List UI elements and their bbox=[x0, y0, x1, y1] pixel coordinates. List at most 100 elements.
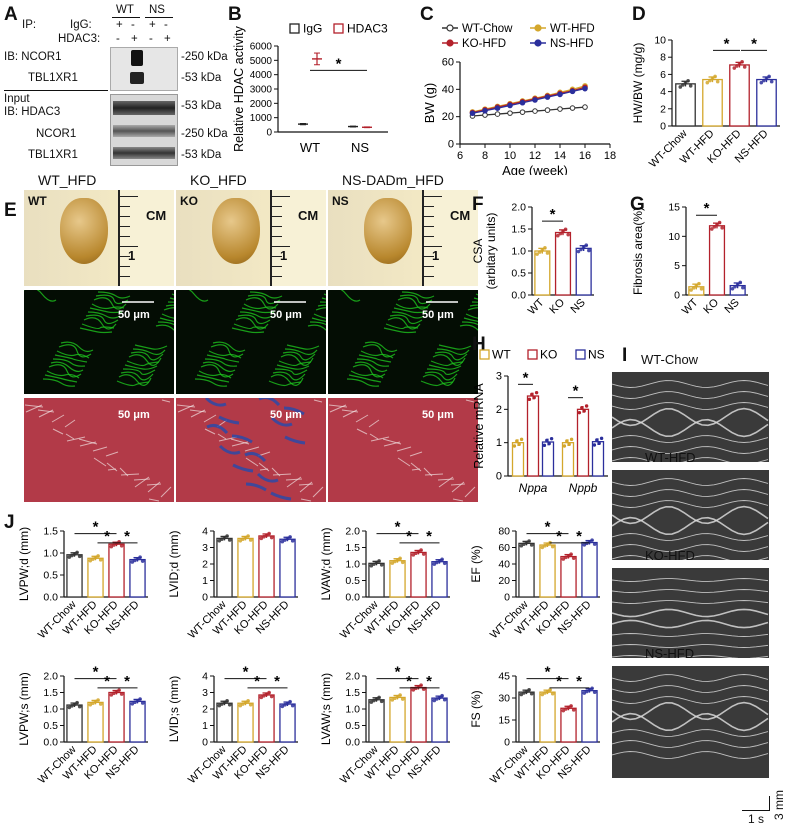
data-point bbox=[565, 439, 569, 443]
data-point bbox=[569, 437, 574, 442]
bar bbox=[258, 694, 275, 743]
blot-input-membrane bbox=[110, 94, 178, 166]
sig-star: * bbox=[406, 528, 412, 545]
y-axis-label: Relative HDAC activity bbox=[232, 25, 246, 151]
y-tick-label: 10 bbox=[668, 231, 680, 243]
y-axis-label: HW/BW (mg/g) bbox=[631, 43, 645, 124]
data-point bbox=[70, 553, 74, 558]
data-point bbox=[515, 439, 519, 443]
y-tick-label: 0.0 bbox=[345, 592, 360, 604]
wga-stain-image: 50 μm bbox=[176, 290, 326, 394]
blot-kda: -53 kDa bbox=[181, 100, 222, 112]
data-point bbox=[88, 702, 93, 707]
series-line bbox=[472, 85, 586, 113]
data-point bbox=[262, 693, 266, 698]
data-point bbox=[67, 705, 72, 710]
data-point bbox=[264, 692, 269, 696]
chart-hdac-activity: 0 1000 2000 3000 4000 5000 6000 Relative HDAC a… bbox=[232, 22, 388, 156]
y-tick-label: 0 bbox=[674, 290, 680, 302]
legend-marker bbox=[534, 24, 542, 32]
bar bbox=[129, 700, 146, 743]
y-tick-label: 3 bbox=[202, 542, 208, 554]
sig-star: * bbox=[395, 664, 401, 681]
bar bbox=[410, 551, 427, 598]
data-point bbox=[400, 697, 405, 701]
data-point bbox=[398, 556, 402, 561]
data-point bbox=[529, 543, 534, 547]
data-point bbox=[374, 697, 379, 701]
y-tick-label: 80 bbox=[498, 526, 510, 538]
data-point bbox=[369, 700, 374, 704]
data-point bbox=[581, 245, 586, 250]
legend-label-igg: IgG bbox=[303, 22, 322, 36]
data-point bbox=[542, 443, 547, 448]
data-point bbox=[527, 687, 531, 692]
y-tick-label: 30 bbox=[498, 693, 510, 705]
sig-star: * bbox=[104, 528, 110, 545]
data-point bbox=[432, 562, 437, 566]
sig-star: * bbox=[124, 528, 130, 545]
bar bbox=[431, 561, 448, 598]
data-point bbox=[400, 560, 405, 565]
legend-label: WT-HFD bbox=[550, 23, 595, 35]
data-point bbox=[678, 85, 683, 89]
y-tick-label: 0 bbox=[266, 128, 272, 139]
data-point bbox=[580, 405, 584, 410]
legend-label: WT-Chow bbox=[462, 23, 513, 35]
data-point bbox=[715, 222, 719, 227]
y-tick-label: 2.0 bbox=[345, 671, 360, 683]
svg-text:50 μm: 50 μm bbox=[118, 309, 150, 321]
data-point bbox=[75, 550, 79, 555]
data-point bbox=[91, 557, 95, 561]
data-point bbox=[599, 436, 604, 441]
bar bbox=[258, 535, 275, 598]
data-point bbox=[437, 695, 442, 700]
data-point bbox=[262, 534, 266, 539]
y-tick-label: 4 bbox=[660, 86, 666, 98]
data-point bbox=[112, 543, 116, 547]
y-axis-label: LVAW;s (mm) bbox=[319, 673, 333, 745]
y-tick-label: 1 bbox=[202, 575, 208, 587]
data-point bbox=[435, 560, 439, 565]
data-point bbox=[532, 395, 536, 400]
legend-label: KO bbox=[540, 348, 557, 362]
sig-star: * bbox=[576, 528, 582, 545]
bar bbox=[576, 408, 590, 477]
bar bbox=[518, 691, 535, 743]
data-point bbox=[547, 441, 551, 446]
sig-star: * bbox=[576, 673, 582, 690]
y-tick-label: 2 bbox=[202, 559, 208, 571]
data-point bbox=[72, 702, 77, 707]
data-point bbox=[730, 286, 735, 291]
data-point bbox=[220, 702, 224, 706]
data-point bbox=[519, 109, 526, 115]
data-point bbox=[469, 110, 476, 117]
bar bbox=[66, 704, 83, 743]
data-point bbox=[741, 285, 745, 290]
data-point bbox=[519, 543, 524, 548]
y-tick-label: 60 bbox=[442, 57, 454, 69]
data-point bbox=[138, 697, 142, 701]
gross-heart-image: CM 1 NS bbox=[328, 190, 478, 286]
data-point bbox=[238, 539, 243, 543]
data-point bbox=[77, 554, 82, 559]
bar bbox=[216, 537, 233, 598]
sig-star: * bbox=[243, 664, 249, 681]
y-tick-label: 15 bbox=[498, 715, 510, 727]
y-axis-label: FS (%) bbox=[469, 690, 483, 727]
chart-csa: 0.0 0.5 1.0 1.5 2.0 CSA (arbitary units) WT KO NS… bbox=[471, 202, 594, 317]
data-point bbox=[437, 559, 442, 563]
legend-swatch bbox=[527, 349, 538, 360]
data-point bbox=[582, 691, 587, 695]
data-point bbox=[587, 688, 592, 692]
data-point bbox=[390, 698, 395, 702]
sig-star: * bbox=[724, 35, 730, 52]
data-point bbox=[70, 704, 74, 708]
trichrome-stain-image: 50 μm bbox=[24, 398, 174, 502]
data-point bbox=[135, 698, 140, 703]
data-point bbox=[590, 686, 594, 691]
data-point bbox=[264, 533, 269, 537]
data-point bbox=[529, 691, 534, 696]
